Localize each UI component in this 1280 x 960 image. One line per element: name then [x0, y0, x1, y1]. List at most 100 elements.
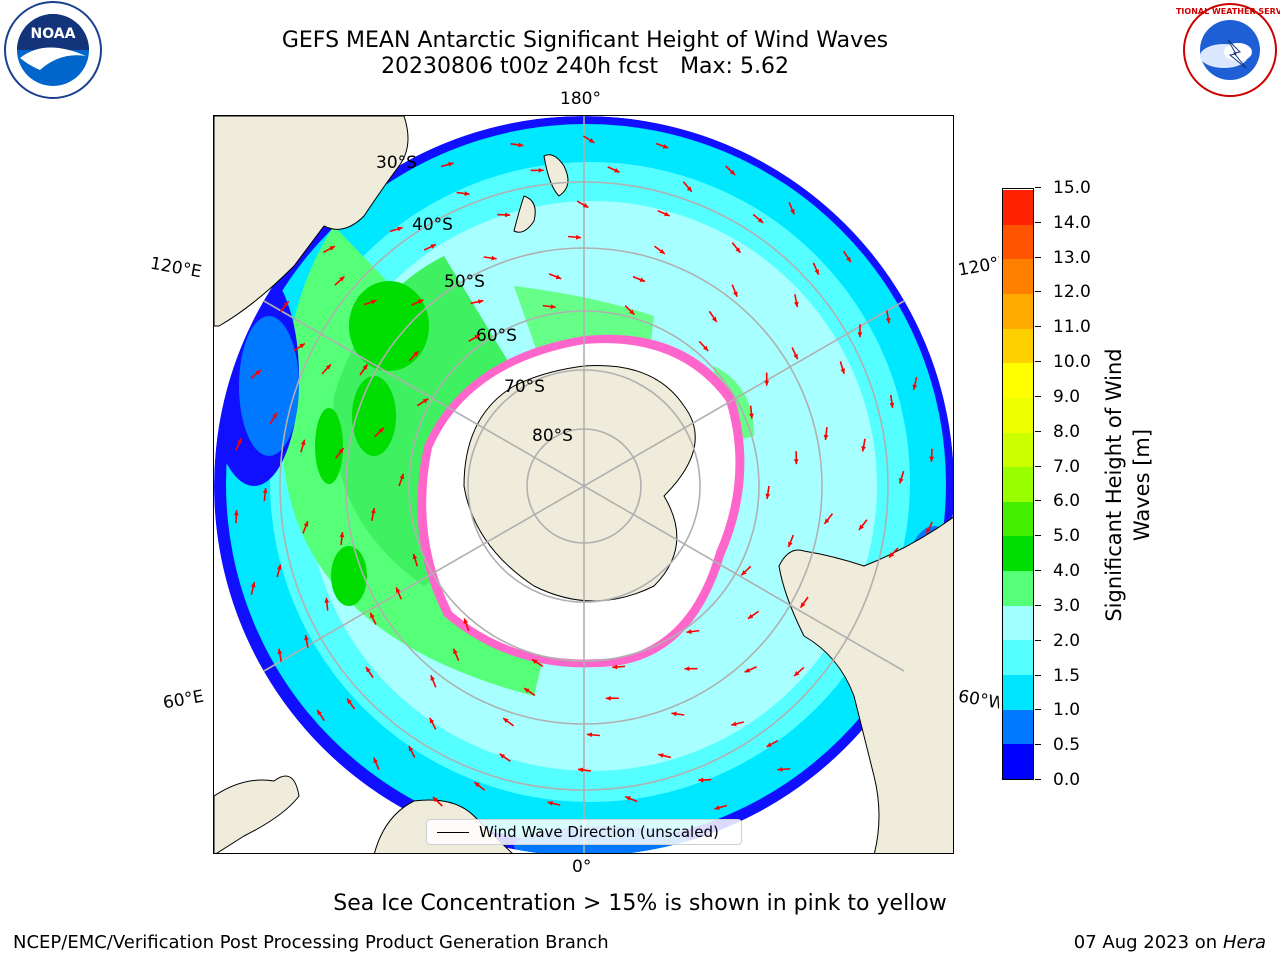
wave-arrow-head: [262, 487, 268, 494]
wave-arrow-head: [299, 343, 305, 349]
footer-credit: NCEP/EMC/Verification Post Processing Pr…: [13, 932, 609, 953]
wave-arrow-head: [659, 248, 665, 254]
colorbar-segment: [1003, 259, 1033, 294]
wave-arrow-head: [766, 742, 772, 747]
wave-arrow-head: [698, 777, 704, 783]
wave-arrow-head: [777, 767, 783, 772]
wave-arrow-head: [729, 169, 736, 176]
wave-arrow-head: [765, 493, 771, 499]
colorbar-segment: [1003, 190, 1033, 225]
colorbar-tick: 9.0: [1035, 387, 1080, 407]
wave-arrow-head: [711, 316, 717, 323]
wave-arrow-head: [823, 434, 829, 440]
wave-arrow-head: [453, 648, 458, 655]
wave-arrow-head: [794, 301, 799, 308]
wave-arrow-head: [417, 299, 424, 305]
wave-arrow-head: [794, 671, 800, 677]
wave-arrow-head: [824, 518, 830, 524]
wave-arrow-head: [430, 244, 436, 249]
wave-arrow-head: [575, 234, 582, 240]
wave-arrow-head: [733, 291, 738, 297]
lat-label-30s: 30°S: [376, 153, 417, 173]
wave-arrow-head: [555, 274, 562, 280]
wave-arrow-head: [889, 402, 895, 408]
colorbar-segment: [1003, 467, 1033, 502]
wave-arrow-head: [926, 528, 931, 534]
wave-arrow-head: [329, 246, 335, 251]
colorbar-tick: 13.0: [1035, 248, 1091, 268]
colorbar-segment: [1003, 293, 1033, 329]
nws-logo: NATIONAL WEATHER SERVICE: [1176, 3, 1280, 97]
colorbar-segment: [1003, 675, 1033, 710]
chart-subtitle: 20230806 t00z 240h fcst Max: 5.62: [150, 54, 1020, 80]
wave-arrow-head: [747, 613, 754, 619]
wave-arrow-head: [304, 634, 309, 641]
wave-arrow-head: [250, 582, 256, 588]
colorbar: [1002, 188, 1034, 780]
colorbar-tick: 14.0: [1035, 213, 1091, 233]
lat-label-60s: 60°S: [476, 326, 517, 346]
lat-label-70s: 70°S: [504, 377, 545, 397]
lon-label-0: 0°: [572, 857, 592, 877]
wave-arrow-head: [625, 796, 631, 801]
wave-arrow-head: [814, 269, 819, 275]
colorbar-tick: 7.0: [1035, 457, 1080, 477]
wave-arrow-head: [518, 142, 524, 148]
footer-date: 07 Aug 2023 on Hera: [1074, 932, 1266, 953]
wave-arrow-head: [283, 301, 289, 307]
colorbar-segment: [1003, 432, 1033, 468]
wave-arrow-head: [370, 508, 376, 514]
wave-arrow-head: [889, 552, 895, 558]
wave-arrow-head: [300, 439, 306, 446]
colorbar-segment: [1003, 328, 1033, 364]
colorbar-tick: 2.0: [1035, 631, 1080, 651]
wave-arrow-head: [408, 745, 414, 752]
wave-arrow-head: [531, 659, 538, 664]
wave-arrow-head: [338, 448, 344, 454]
wave-arrow-head: [463, 618, 469, 624]
wave-arrow-head: [339, 532, 345, 538]
lon-label-180: 180°: [560, 89, 601, 109]
wave-arrow-head: [686, 186, 692, 192]
lat-label-80s: 80°S: [532, 426, 573, 446]
wave-arrow-head: [846, 256, 851, 263]
wave-arrow-head: [448, 162, 454, 167]
wave-arrow-head: [731, 721, 737, 727]
wave-arrow-head: [478, 299, 484, 305]
noaa-logo-text: NOAA: [31, 26, 76, 42]
wave-arrow-head: [605, 695, 611, 701]
wave-arrow-head: [325, 364, 331, 370]
colorbar-segment: [1003, 709, 1033, 745]
colorbar-segment: [1003, 640, 1033, 676]
wave-arrow-head: [757, 217, 764, 223]
colorbar-tick: 1.5: [1035, 666, 1080, 686]
wave-arrow-head: [237, 438, 242, 444]
wave-arrow-head: [684, 666, 690, 672]
wave-arrow-head: [365, 666, 371, 673]
max-value: Max: 5.62: [680, 54, 789, 79]
colorbar-tick: 12.0: [1035, 282, 1091, 302]
wave-arrow-head: [255, 370, 261, 376]
wave-arrow-head: [547, 800, 553, 806]
wave-arrow-head: [432, 796, 439, 803]
wave-arrow-head: [671, 711, 677, 717]
wave-arrow-head: [464, 191, 470, 196]
wave-arrow-head: [629, 309, 635, 315]
map-panel: 30°S 40°S 50°S 60°S 70°S 80°S: [213, 115, 954, 854]
wave-arrow-head: [858, 524, 864, 530]
colorbar-segment: [1003, 571, 1033, 606]
wave-arrow-head: [429, 717, 435, 724]
legend-text: Wind Wave Direction (unscaled): [479, 823, 719, 841]
colorbar-tick: 8.0: [1035, 422, 1080, 442]
wave-arrow-head: [582, 203, 589, 208]
wave-arrow-head: [662, 144, 669, 149]
wave-arrow-head: [840, 368, 846, 374]
colorbar-segment: [1003, 224, 1033, 260]
wave-arrow-head: [272, 412, 277, 419]
graticule: [214, 116, 953, 853]
wave-arrow-head: [577, 767, 584, 773]
wave-arrow-head: [912, 384, 918, 390]
colorbar-tick: 0.5: [1035, 735, 1080, 755]
wave-arrow-head: [399, 473, 405, 480]
map-legend: Wind Wave Direction (unscaled): [426, 819, 742, 845]
